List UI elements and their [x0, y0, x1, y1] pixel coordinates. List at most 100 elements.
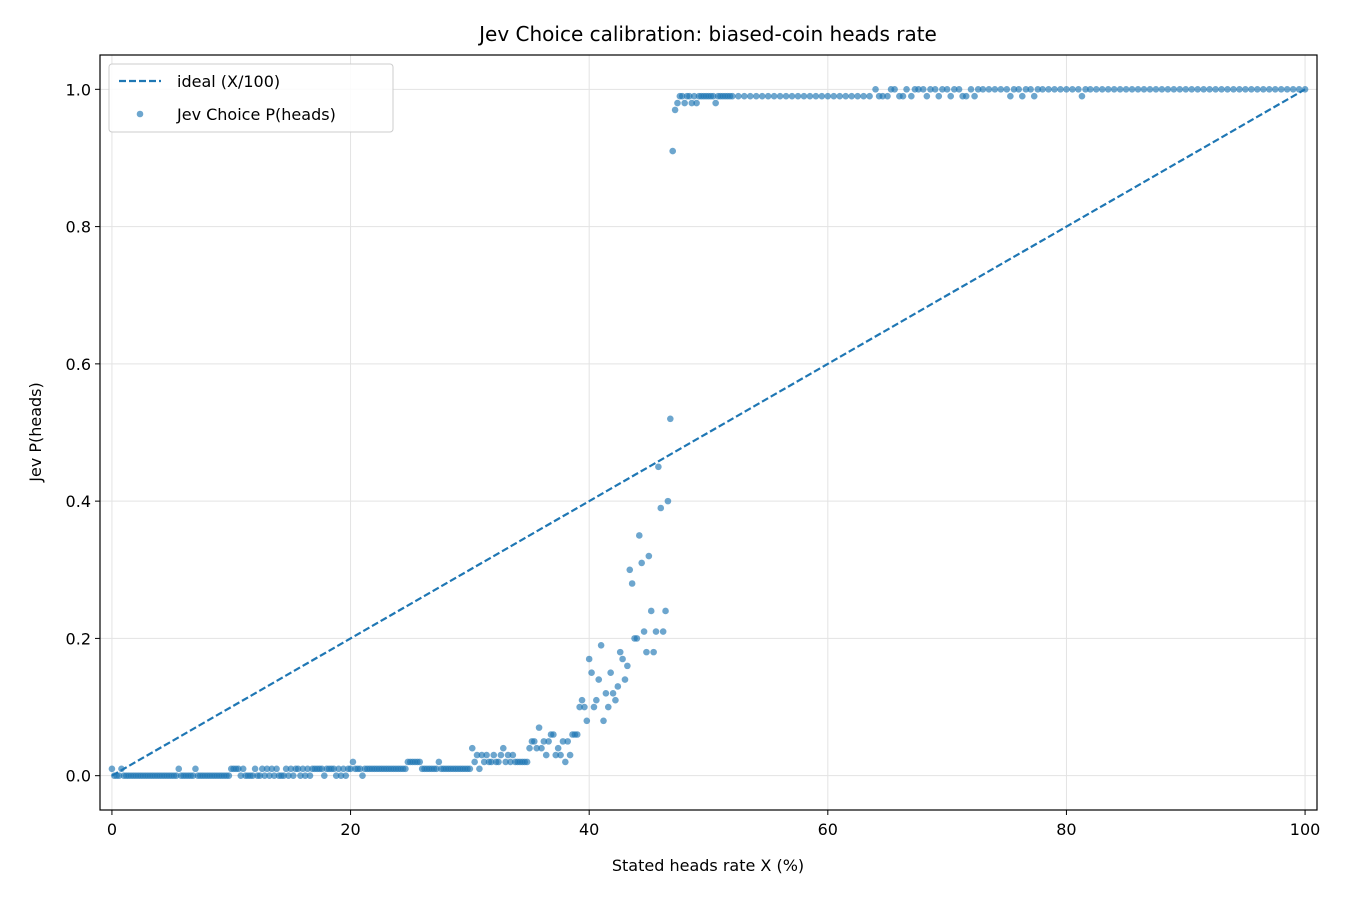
data-point [1116, 86, 1124, 93]
data-point [659, 628, 667, 635]
data-point [616, 648, 624, 656]
x-tick-label: 100 [1290, 820, 1321, 839]
data-point [1230, 86, 1237, 93]
data-point [270, 772, 278, 779]
data-point [347, 765, 354, 773]
data-point [318, 765, 326, 773]
data-point [638, 559, 645, 567]
data-point [256, 772, 264, 779]
data-point [115, 772, 123, 779]
data-point [939, 86, 946, 93]
data-point [1164, 86, 1172, 93]
y-tick-label: 1.0 [66, 80, 91, 99]
data-point [740, 92, 748, 100]
data-point [681, 99, 688, 107]
data-point [848, 92, 855, 100]
scatter-points [108, 86, 1309, 779]
data-point [624, 662, 631, 670]
data-point [342, 772, 350, 779]
data-point [416, 758, 424, 766]
data-point [997, 86, 1005, 93]
data-point [499, 744, 507, 752]
data-point [1007, 92, 1014, 100]
data-point [915, 86, 922, 93]
data-point [435, 758, 443, 766]
data-point [758, 92, 766, 100]
data-point [662, 607, 669, 615]
data-point [643, 648, 650, 656]
data-point [1271, 86, 1279, 93]
y-tick-label: 0.4 [66, 492, 91, 511]
data-point [1051, 86, 1058, 93]
data-point [1146, 86, 1154, 93]
data-point [764, 92, 772, 100]
data-point [985, 86, 993, 93]
data-point [612, 696, 619, 704]
data-point [619, 655, 626, 663]
data-point [1277, 86, 1285, 93]
data-point [1206, 86, 1213, 93]
data-point [261, 772, 268, 779]
data-point [299, 765, 307, 773]
data-point [1003, 86, 1011, 93]
data-point [585, 655, 593, 663]
data-point [249, 772, 257, 779]
data-point [1128, 86, 1136, 93]
data-point [595, 676, 603, 683]
data-point [678, 92, 686, 100]
data-point [1265, 86, 1273, 93]
y-axis-ticks: 0.0 0.2 0.4 0.6 0.8 1.0 [66, 80, 100, 786]
data-point [578, 696, 586, 704]
data-point [495, 758, 502, 766]
data-point [836, 92, 844, 100]
data-point [535, 724, 543, 731]
data-point [812, 92, 820, 100]
data-point [1078, 92, 1086, 100]
y-tick-label: 0.6 [66, 355, 91, 374]
data-point [860, 92, 867, 100]
x-tick-label: 20 [340, 820, 360, 839]
legend-ideal-label: ideal (X/100) [177, 72, 280, 91]
data-point [588, 669, 595, 677]
data-point [1260, 86, 1267, 93]
data-point [979, 86, 987, 93]
y-axis-label: Jev P(heads) [26, 382, 45, 483]
data-point [225, 772, 233, 779]
data-point [884, 92, 891, 100]
data-point [583, 717, 591, 725]
data-point [735, 92, 742, 100]
data-point [340, 765, 347, 773]
x-tick-label: 40 [579, 820, 599, 839]
data-point [282, 765, 290, 773]
data-point [330, 765, 338, 773]
data-point [1194, 86, 1201, 93]
data-point [542, 751, 550, 759]
data-point [903, 86, 910, 93]
chart-title: Jev Choice calibration: biased-coin head… [477, 22, 937, 46]
data-point [1254, 86, 1261, 93]
data-point [268, 765, 276, 773]
data-point [1104, 86, 1112, 93]
data-point [433, 765, 440, 773]
data-point [1176, 86, 1184, 93]
data-point [1289, 86, 1297, 93]
data-point [879, 92, 886, 100]
data-point [824, 92, 832, 100]
data-point [297, 772, 304, 779]
data-point [294, 765, 302, 773]
data-point [686, 92, 693, 100]
data-point [478, 751, 486, 759]
data-point [502, 758, 509, 766]
data-point [962, 92, 970, 100]
data-point [1218, 86, 1225, 93]
x-tick-label: 80 [1056, 820, 1076, 839]
data-point [688, 99, 696, 107]
data-point [173, 772, 180, 779]
data-point [1283, 86, 1291, 93]
data-point [899, 92, 907, 100]
data-point [931, 86, 939, 93]
plot-frame [99, 54, 1318, 811]
data-point [306, 772, 314, 779]
data-point [1018, 92, 1026, 100]
